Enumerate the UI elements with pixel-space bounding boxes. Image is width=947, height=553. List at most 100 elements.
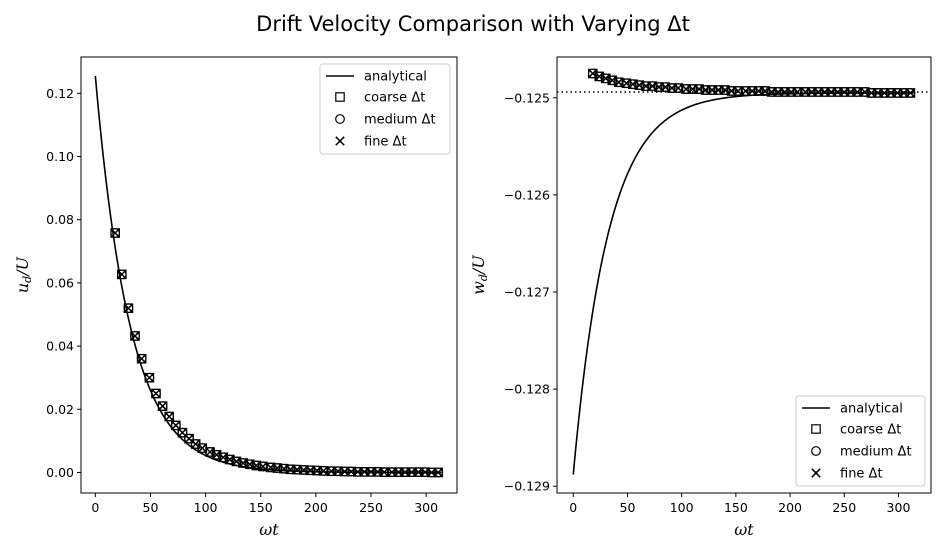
x-point: [130, 331, 140, 341]
x-tick-label: 250: [832, 500, 856, 515]
x-point-stroke-b: [379, 467, 389, 477]
circle-point: [151, 388, 161, 399]
x-point: [144, 372, 155, 383]
x-point: [607, 75, 618, 86]
x-point: [136, 353, 147, 364]
circle-point: [326, 466, 337, 477]
x-point: [379, 467, 389, 477]
x-tick-label: 300: [414, 500, 438, 515]
circle-point: [707, 85, 717, 95]
circle-point: [779, 87, 790, 97]
legend: analytical coarse Δt medium Δt fine Δt: [319, 63, 451, 155]
x-point: [218, 452, 228, 463]
circle-point: [387, 467, 397, 478]
x-point-stroke-b: [733, 86, 743, 96]
circle-point: [640, 81, 651, 92]
x-point-stroke-b: [151, 388, 161, 399]
x-point: [151, 388, 161, 399]
x-point-stroke-b: [614, 77, 624, 87]
x-point: [673, 83, 684, 93]
y-axis-label: wd/U: [469, 255, 490, 295]
legend-marker-x: [335, 136, 345, 146]
circle-point: [806, 87, 817, 97]
legend-box: [319, 63, 451, 155]
left-panel-u-drift: 0 50 100 150 200 250 300 0.00 0.02 0.04 0.06 0.08 0.…: [13, 56, 458, 539]
x-tick-label: 50: [620, 500, 636, 515]
x-point-stroke-b: [852, 87, 863, 97]
x-point-stroke-b: [157, 401, 168, 411]
circle-point: [346, 466, 357, 477]
x-point: [594, 71, 605, 82]
circle-point: [713, 85, 724, 95]
circle-point: [333, 466, 343, 477]
x-point: [184, 433, 194, 444]
x-point-stroke-b: [117, 269, 127, 280]
circle-point: [898, 88, 909, 98]
circle-point: [298, 465, 309, 475]
circle-point: [839, 87, 850, 97]
circle-point: [634, 80, 645, 91]
legend-marker-circle: [811, 446, 821, 456]
circle-point: [720, 85, 730, 95]
x-point-stroke-b: [607, 75, 618, 86]
legend-marker-x: [811, 468, 821, 478]
circle-point: [760, 86, 771, 96]
x-point-stroke-b: [601, 73, 611, 84]
circle-point: [905, 88, 916, 98]
circle-point: [339, 466, 350, 477]
legend-marker-x-stroke-b: [335, 136, 345, 146]
legend-label: analytical: [364, 70, 427, 85]
x-point-stroke-b: [588, 68, 598, 79]
x-point: [588, 68, 598, 79]
series-x: [588, 68, 916, 98]
x-point: [318, 466, 329, 476]
circle-point: [647, 81, 658, 92]
x-point: [733, 86, 743, 96]
x-point-stroke-b: [110, 228, 120, 238]
circle-point: [359, 466, 370, 477]
circle-point: [184, 433, 194, 444]
plot-area: [557, 68, 931, 475]
x-point-stroke-b: [184, 433, 194, 444]
x-point-stroke-b: [433, 467, 443, 478]
circle-point: [372, 466, 383, 477]
legend-label: coarse Δt: [364, 91, 425, 106]
x-point-stroke-b: [144, 372, 155, 383]
x-point-stroke-b: [211, 450, 222, 460]
x-tick-label: 200: [778, 500, 802, 515]
legend-label: medium Δt: [364, 113, 436, 128]
circle-point: [747, 86, 758, 96]
series-circle: [110, 228, 444, 478]
circle-point: [681, 84, 691, 94]
plot-area: [94, 75, 444, 478]
circle-point: [116, 269, 127, 280]
legend-marker-x-stroke-b: [811, 468, 821, 478]
x-tick-label: 250: [359, 500, 383, 515]
x-point: [792, 87, 803, 97]
x-point: [258, 461, 268, 472]
y-tick-label: 0.12: [46, 86, 74, 101]
circle-point: [379, 467, 390, 478]
legend-marker-circle: [335, 114, 345, 124]
x-point: [905, 88, 916, 98]
x-tick-label: 200: [304, 500, 328, 515]
x-tick-label: 100: [670, 500, 694, 515]
y-label-subscript: d: [21, 276, 34, 283]
circle-point: [312, 465, 322, 476]
circle-point: [400, 467, 411, 478]
circle-point: [879, 88, 890, 98]
circle-point: [621, 78, 632, 89]
y-label-base: w: [469, 281, 488, 295]
circle-point: [654, 82, 664, 93]
x-tick-label: 150: [724, 500, 748, 515]
circle-point: [278, 463, 289, 474]
right-panel-w-drift: 0 50 100 150 200 250 300 −0.129 −0.128 −0.127 −0.1…: [469, 56, 932, 539]
x-tick-label: 0: [91, 500, 99, 515]
circle-point: [687, 84, 698, 94]
circle-point: [660, 82, 671, 93]
legend-label: coarse Δt: [840, 423, 901, 438]
circle-point: [852, 87, 863, 97]
circle-point: [258, 461, 268, 472]
circle-point: [826, 87, 837, 97]
circle-point: [819, 87, 830, 97]
